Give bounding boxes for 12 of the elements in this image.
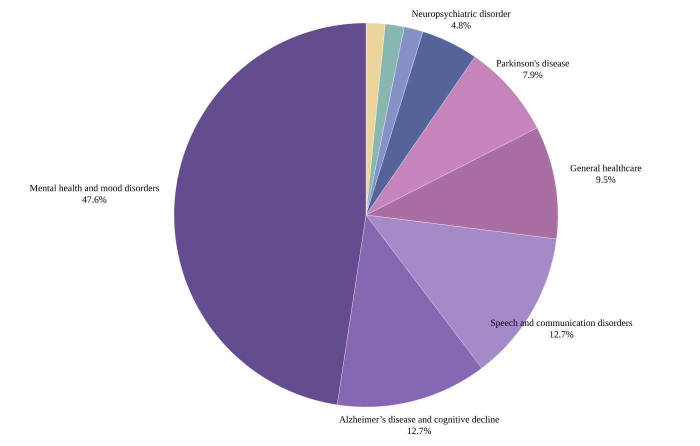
slice-label: Alzheimer’s disease and cognitive decline: [339, 416, 499, 425]
slice-label: Speech and communication disorders: [491, 319, 632, 328]
slice-label: General healthcare: [570, 164, 642, 172]
data-label: 9.5%: [596, 176, 616, 183]
slice-label: Neuropsychiatric disorder: [412, 10, 510, 19]
data-label: 12.7%: [408, 428, 432, 434]
data-label: 12.7%: [550, 331, 574, 338]
slice-label: Parkinson's disease: [496, 60, 570, 67]
data-label: 7.9%: [524, 72, 542, 78]
data-label: 4.8%: [451, 22, 471, 29]
data-label: 47.6%: [82, 196, 106, 203]
slice-label: Mental health and mood disorders: [30, 184, 160, 192]
